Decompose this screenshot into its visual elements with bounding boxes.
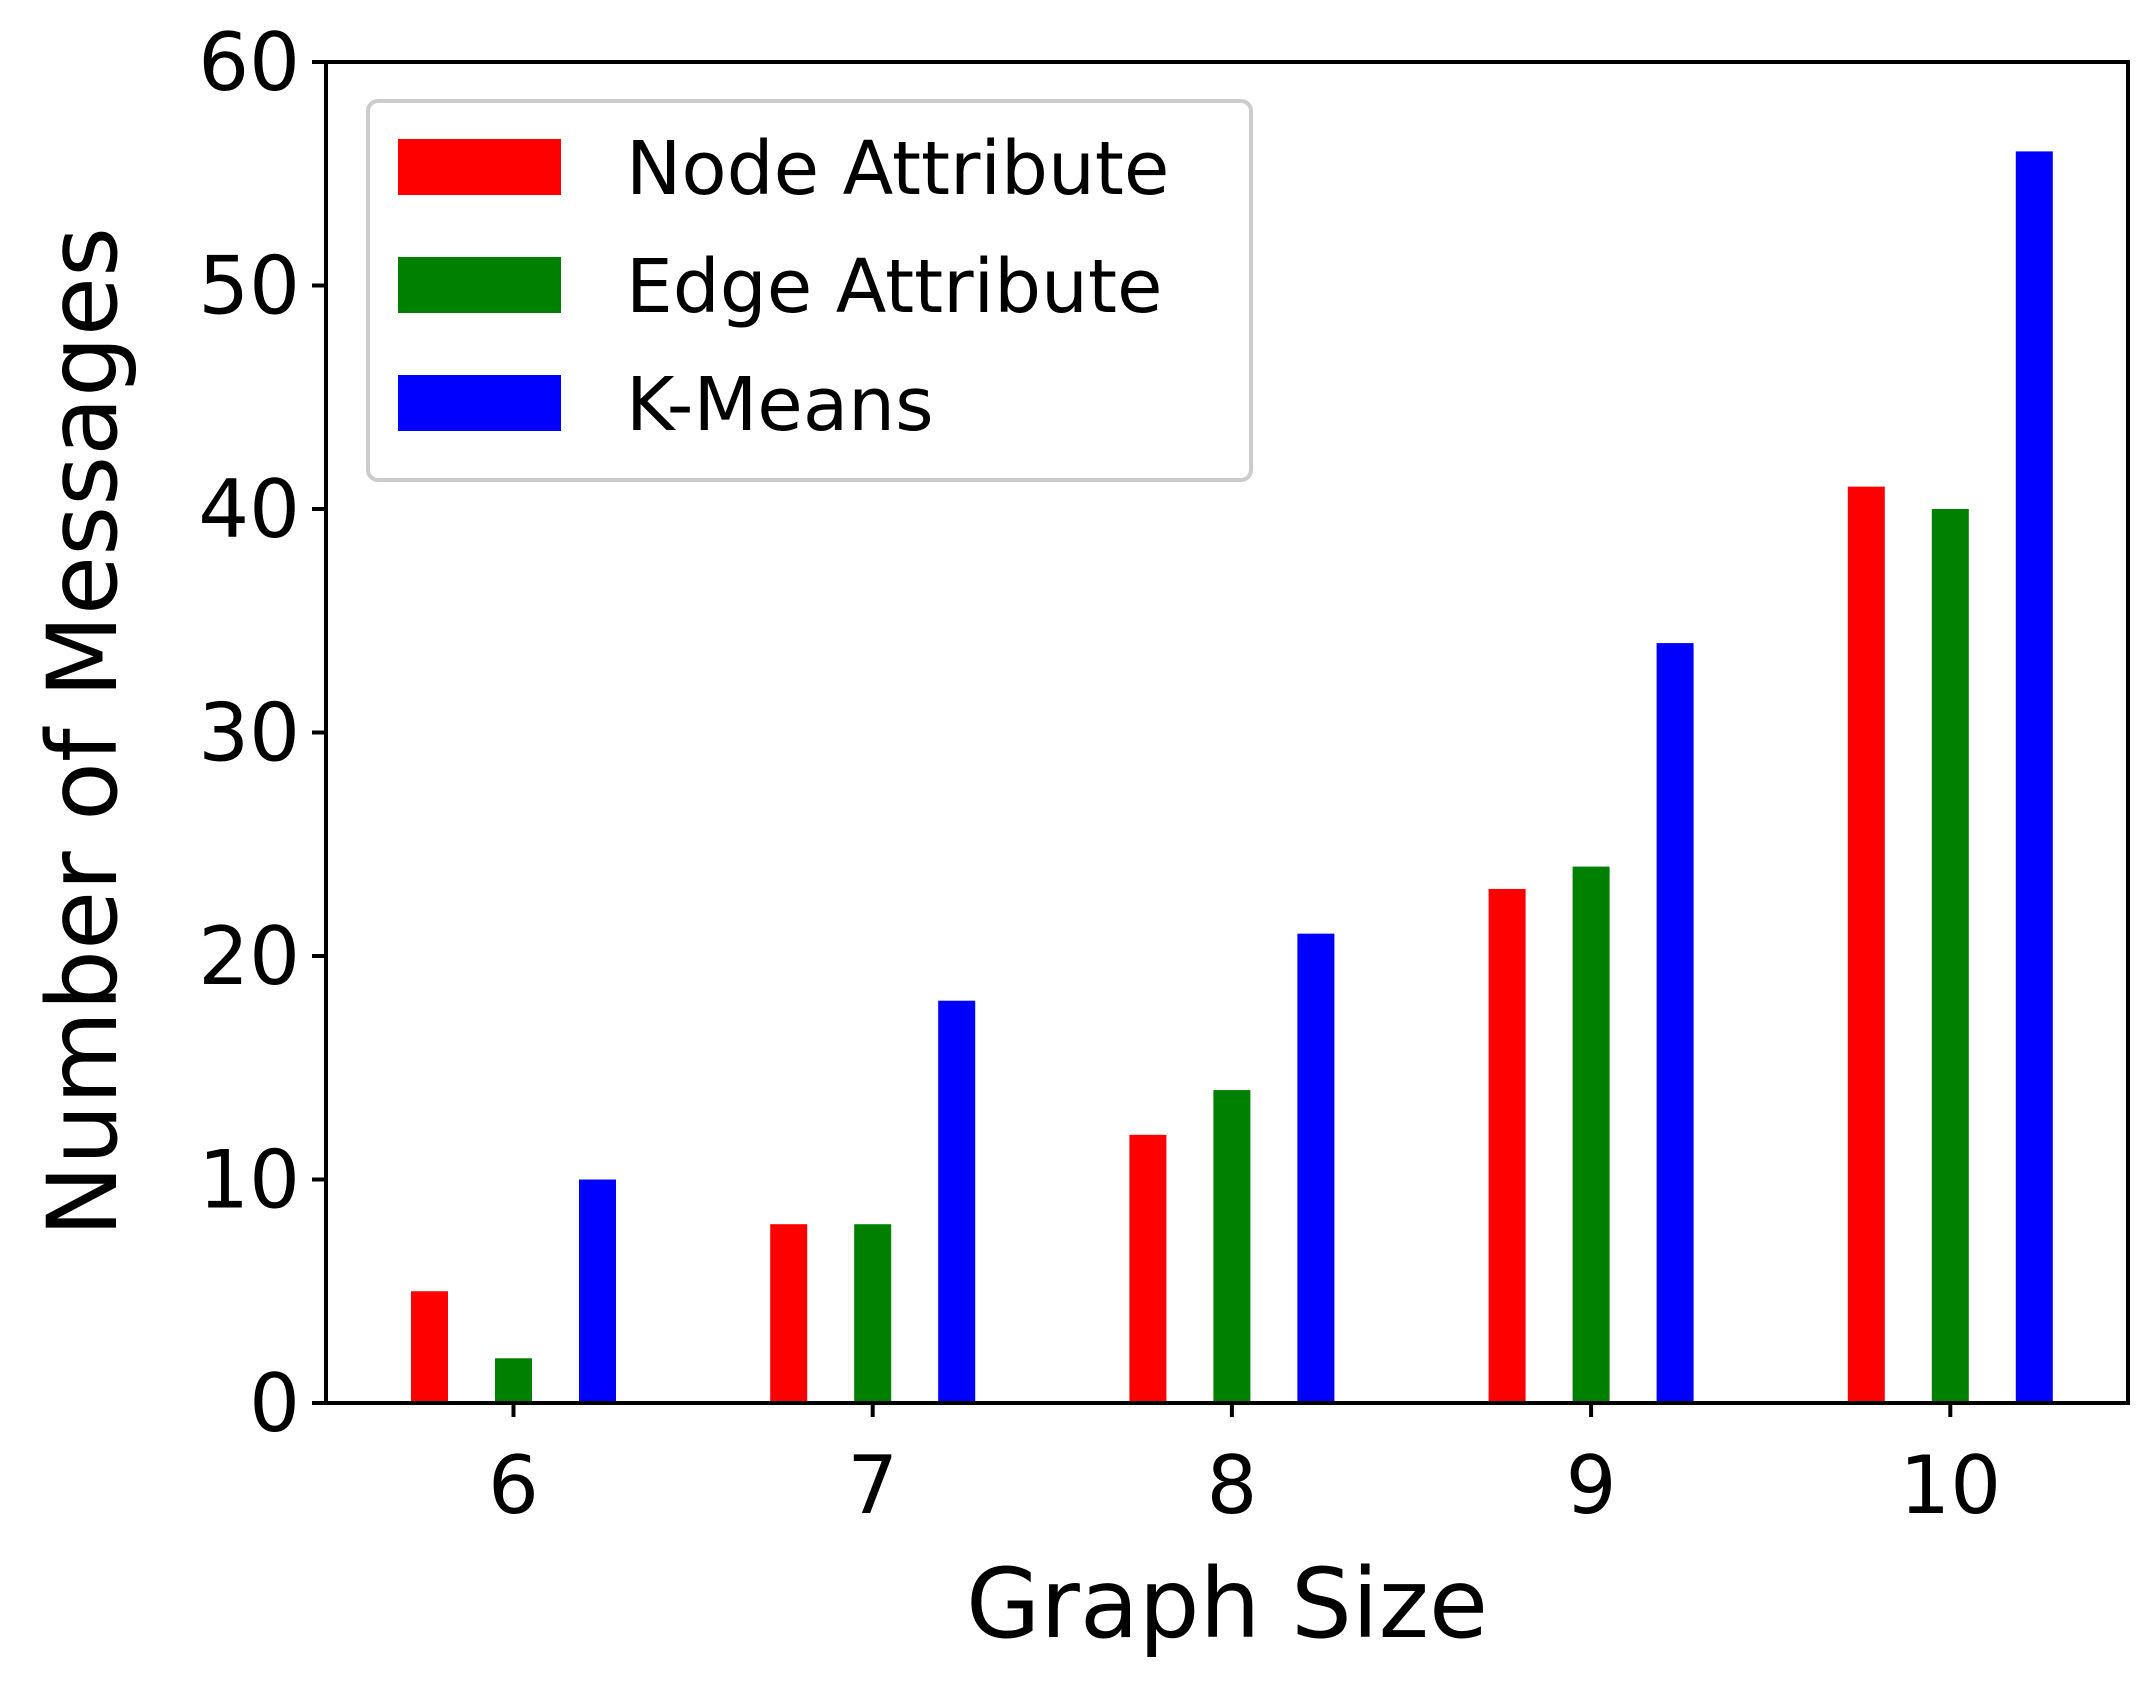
y-tick-label: 30: [198, 687, 300, 780]
bar-node-attribute-9: [1488, 888, 1526, 1403]
y-tick-label: 10: [198, 1134, 300, 1227]
legend-label-node-attribute: Node Attribute: [626, 126, 1169, 212]
bar-k-means-8: [1297, 933, 1335, 1403]
legend-label-edge-attribute: Edge Attribute: [626, 244, 1163, 330]
y-tick-label: 60: [198, 16, 300, 109]
legend: Node Attribute Edge Attribute K-Means: [366, 99, 1253, 482]
y-tick-label: 50: [198, 240, 300, 333]
bar-edge-attribute-6: [495, 1358, 532, 1403]
legend-swatch-k-means: [398, 375, 561, 431]
y-axis-ticks: 0 10 20 30 40 50 60: [198, 16, 326, 1450]
x-tick-label: 10: [1899, 1439, 2001, 1532]
x-tick-label: 9: [1566, 1439, 1617, 1532]
bar-k-means-6: [579, 1179, 616, 1403]
bar-edge-attribute-8: [1213, 1090, 1251, 1403]
bar-k-means-10: [2015, 151, 2053, 1403]
bar-node-attribute-6: [411, 1291, 448, 1403]
x-axis-title: Graph Size: [966, 1548, 1488, 1660]
bar-edge-attribute-9: [1572, 866, 1610, 1403]
x-tick-label: 7: [847, 1439, 898, 1532]
x-tick-label: 8: [1206, 1439, 1257, 1532]
legend-swatch-node-attribute: [398, 139, 561, 195]
y-tick-label: 0: [249, 1357, 300, 1450]
y-axis-title: Number of Messages: [27, 227, 139, 1237]
legend-label-k-means: K-Means: [626, 362, 934, 448]
bars-group: [411, 151, 2053, 1403]
plot-frame: [324, 60, 2130, 1405]
legend-swatch-edge-attribute: [398, 257, 561, 313]
bar-node-attribute-7: [770, 1224, 808, 1403]
legend-frame: [366, 99, 1253, 482]
bar-k-means-9: [1656, 643, 1694, 1403]
bar-k-means-7: [938, 1000, 976, 1403]
bar-node-attribute-8: [1129, 1134, 1167, 1403]
bar-node-attribute-10: [1847, 486, 1885, 1403]
y-tick-label: 40: [198, 463, 300, 556]
x-axis-ticks: 6 7 8 9 10: [488, 1403, 2001, 1532]
y-tick-label: 20: [198, 910, 300, 1003]
x-tick-label: 6: [488, 1439, 539, 1532]
bar-edge-attribute-10: [1931, 509, 1969, 1403]
bar-edge-attribute-7: [854, 1224, 892, 1403]
